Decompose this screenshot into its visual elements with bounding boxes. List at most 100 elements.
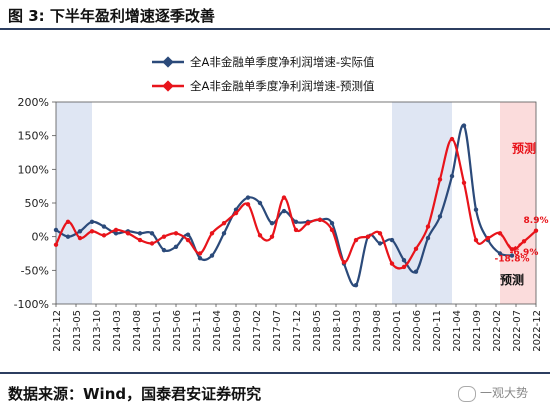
shaded-region-3 (500, 102, 536, 304)
series-1-point (329, 221, 335, 226)
series-1-point (149, 231, 155, 236)
series-2-point (461, 180, 467, 185)
watermark: 一观大势 (458, 384, 528, 402)
series-2-point (221, 221, 227, 226)
x-tick-label: 2021-09 (472, 310, 483, 352)
annotation-3: 8.9% (524, 216, 549, 226)
series-2-point (365, 234, 371, 239)
series-2-point (329, 227, 335, 233)
x-tick-label: 2015-06 (172, 310, 183, 352)
series-1-point (389, 237, 395, 243)
y-tick-label: -50% (21, 264, 49, 277)
legend-swatch-marker-2 (162, 80, 174, 92)
series-2-point (149, 241, 155, 246)
series-1-point (137, 231, 143, 236)
x-tick-label: 2017-12 (292, 310, 303, 352)
series-2-point (341, 260, 347, 265)
series-1-point (53, 227, 59, 233)
title-rule (0, 28, 550, 30)
x-tick-label: 2020-06 (412, 310, 423, 352)
series-2-point (353, 237, 359, 243)
series-1-point (413, 269, 419, 274)
x-tick-label: 2015-01 (152, 310, 163, 352)
legend-swatch-marker-1 (162, 56, 174, 68)
x-tick-label: 2013-10 (92, 310, 103, 352)
series-1-point (353, 282, 359, 288)
figure-title: 图 3: 下半年盈利增速逐季改善 (8, 7, 215, 25)
watermark-text: 一观大势 (480, 386, 529, 400)
series-1-point (425, 235, 431, 241)
series-2-point (185, 237, 191, 243)
series-1-point (377, 241, 383, 246)
series-2-point (197, 251, 203, 256)
x-tick-label: 2019-08 (372, 310, 383, 352)
series-2-point (377, 231, 383, 236)
series-2-point (257, 233, 263, 238)
legend-label-2: 全A非金融单季度净利润增速-预测值 (190, 79, 375, 93)
series-1-point (257, 200, 263, 206)
x-tick-label: 2017-02 (252, 310, 263, 352)
series-1-point (509, 253, 515, 258)
shaded-region-2 (392, 102, 452, 304)
series-1-point (293, 219, 299, 225)
x-tick-label: 2017-07 (272, 310, 283, 352)
series-2-point (473, 237, 479, 243)
series-2-point (89, 229, 95, 234)
series-1-point (161, 247, 167, 253)
series-2-point (317, 217, 323, 223)
series-1-point (473, 207, 479, 212)
series-2-point (233, 210, 239, 216)
chart-area: 200% 150% 100% 50% 0% -50% -100% 2012-12 2013-05… (0, 30, 550, 372)
x-tick-label: 2014-08 (132, 310, 143, 352)
series-1-point (101, 224, 107, 229)
x-tick-label: 2012-12 (52, 310, 63, 352)
series-2-point (161, 234, 167, 239)
x-tick-label: 2022-07 (512, 310, 523, 352)
x-tick-label: 2020-01 (392, 310, 403, 352)
series-1-point (449, 173, 455, 179)
series-2-point (209, 231, 215, 236)
series-2-point (401, 264, 407, 270)
y-tick-label: 150% (18, 130, 49, 143)
series-1-point (401, 258, 407, 263)
series-2-point (485, 235, 491, 241)
series-2-point (389, 261, 395, 266)
series-1-point (185, 232, 191, 237)
series-1-point (497, 251, 503, 256)
series-1-point (77, 229, 83, 234)
series-2-point (437, 177, 443, 182)
x-tick-label: 2016-09 (232, 310, 243, 352)
series-2-point (125, 231, 131, 236)
x-tick-label: 2020-11 (432, 310, 443, 352)
annotation-2: 预测 (500, 272, 524, 287)
forecast-dashed-line (499, 230, 537, 251)
x-tick-label: 2013-05 (72, 310, 83, 352)
plot-frame (55, 101, 537, 305)
y-tick-label: 0% (32, 231, 49, 244)
series-2-point (113, 227, 119, 233)
series-1-point (461, 123, 467, 128)
series-2-point (137, 237, 143, 243)
x-tick-label: 2015-11 (192, 310, 203, 352)
series-2-point (293, 227, 299, 233)
x-tick-label: 2018-10 (332, 310, 343, 352)
x-tick-label: 2022-02 (492, 310, 503, 352)
series-1-point (269, 221, 275, 226)
series-2-point (269, 234, 275, 239)
series-2-point (413, 246, 419, 251)
y-tick-label: 200% (18, 96, 49, 109)
y-tick-label: -100% (14, 298, 49, 311)
annotation-1: 预测 (512, 141, 536, 156)
x-tick-label: 2014-03 (112, 310, 123, 352)
y-tick-label: 100% (18, 163, 49, 176)
series-1-point (89, 219, 95, 225)
x-tick-label: 2019-03 (352, 310, 363, 352)
x-tick-label: 2016-04 (212, 310, 223, 352)
x-tick-label: 2021-04 (452, 310, 463, 352)
series-2-point (281, 195, 287, 200)
x-tick-label: 2018-05 (312, 310, 323, 352)
series-2-point (173, 231, 179, 236)
title-bar: 图 3: 下半年盈利增速逐季改善 (0, 0, 550, 30)
line-chart: 200% 150% 100% 50% 0% -50% -100%2012-12 2013-05… (14, 55, 549, 352)
series-1-point (221, 231, 227, 236)
